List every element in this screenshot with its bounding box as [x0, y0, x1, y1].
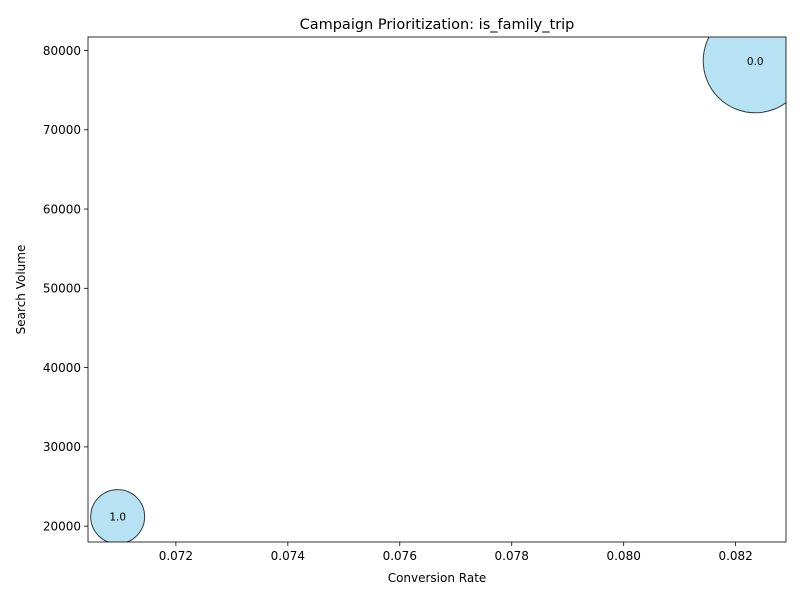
- y-tick-label: 50000: [43, 282, 81, 296]
- bubble-label: 1.0: [109, 512, 126, 524]
- axes-frame: [87, 36, 787, 543]
- y-tick-label: 60000: [43, 202, 81, 216]
- y-tick-label: 40000: [43, 361, 81, 375]
- bubble-point: [702, 37, 786, 114]
- x-tick-label: 0.082: [718, 549, 752, 563]
- y-tick-label: 30000: [43, 440, 81, 454]
- y-axis-label: Search Volume: [14, 245, 28, 335]
- x-axis-label: Conversion Rate: [388, 571, 487, 585]
- x-tick-label: 0.074: [271, 549, 305, 563]
- bubble-label: 0.0: [747, 56, 764, 68]
- chart-title: Campaign Prioritization: is_family_trip: [300, 17, 575, 33]
- x-tick-label: 0.078: [495, 549, 529, 563]
- y-tick-label: 70000: [43, 123, 81, 137]
- x-tick-label: 0.072: [159, 549, 193, 563]
- x-tick-label: 0.076: [383, 549, 417, 563]
- plot-area: 0.0 1.0: [90, 37, 786, 542]
- y-axis: 20000 30000 40000 50000 60000 70000 80000: [43, 44, 88, 533]
- y-tick-label: 80000: [43, 44, 81, 58]
- x-tick-label: 0.080: [606, 549, 640, 563]
- y-tick-label: 20000: [43, 519, 81, 533]
- bubble-point: [90, 489, 146, 542]
- x-axis: 0.072 0.074 0.076 0.078 0.080 0.082: [159, 542, 753, 563]
